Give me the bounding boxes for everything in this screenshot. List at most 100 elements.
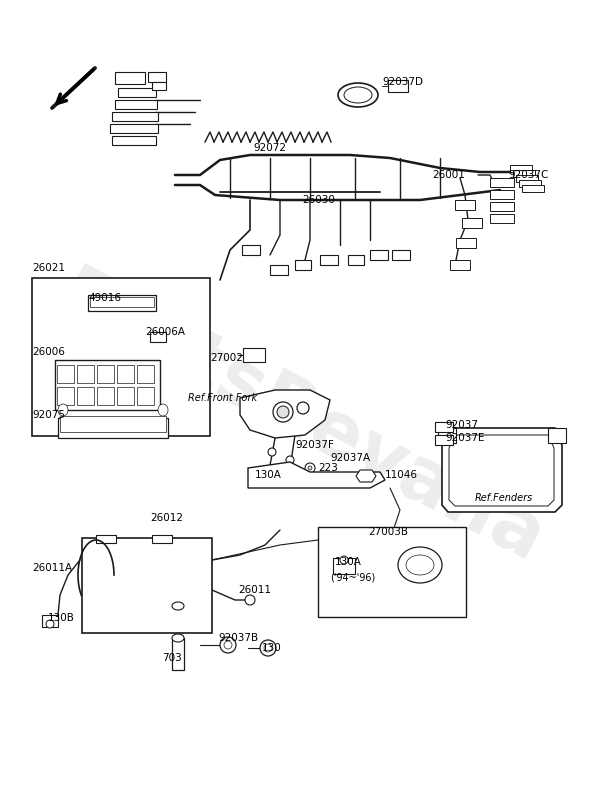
Bar (392, 250, 410, 260)
Text: 130: 130 (262, 643, 282, 653)
Circle shape (46, 620, 54, 628)
Circle shape (286, 456, 294, 464)
Text: 92037F: 92037F (295, 440, 334, 450)
Bar (57, 365, 74, 383)
Bar (77, 365, 94, 383)
Bar (435, 422, 453, 432)
Ellipse shape (338, 83, 378, 107)
Bar (96, 535, 116, 543)
Bar (438, 428, 456, 443)
Bar (435, 435, 453, 445)
Circle shape (277, 406, 289, 418)
Bar (32, 278, 210, 436)
Bar (97, 387, 114, 405)
Bar (112, 136, 156, 145)
Bar (42, 615, 58, 627)
Bar (243, 348, 265, 362)
Circle shape (305, 463, 315, 473)
Polygon shape (248, 462, 385, 488)
Text: 130A: 130A (255, 470, 282, 480)
Polygon shape (449, 435, 554, 506)
Bar (152, 82, 166, 90)
Bar (60, 416, 166, 432)
Ellipse shape (344, 87, 372, 103)
Bar (55, 360, 160, 410)
Bar (77, 387, 94, 405)
Polygon shape (356, 470, 376, 482)
Bar (270, 265, 288, 275)
Bar (117, 365, 134, 383)
Bar (117, 387, 134, 405)
Text: 26006A: 26006A (145, 327, 185, 337)
Ellipse shape (58, 404, 68, 416)
Polygon shape (442, 428, 562, 512)
Text: ('94~'96): ('94~'96) (330, 573, 375, 583)
Bar (110, 124, 158, 133)
Bar (242, 245, 260, 255)
Bar (516, 175, 538, 182)
Bar (137, 365, 154, 383)
Bar (548, 428, 566, 443)
Bar (115, 100, 157, 109)
Circle shape (264, 644, 272, 652)
Circle shape (297, 402, 309, 414)
Bar (82, 538, 212, 633)
Bar (318, 527, 466, 617)
Bar (97, 365, 114, 383)
Bar (348, 255, 364, 265)
Bar (150, 332, 166, 342)
Text: 27002: 27002 (210, 353, 243, 363)
Text: 92072: 92072 (253, 143, 286, 153)
Bar (58, 418, 168, 438)
Bar (522, 185, 544, 192)
Bar (115, 72, 145, 84)
Text: 26011A: 26011A (32, 563, 72, 573)
Circle shape (273, 402, 293, 422)
Text: 11046: 11046 (385, 470, 418, 480)
Text: 49016: 49016 (88, 293, 121, 303)
Circle shape (340, 556, 348, 564)
Bar (490, 178, 514, 187)
Ellipse shape (158, 404, 168, 416)
Text: 26021: 26021 (32, 263, 65, 273)
Text: Ref.Fenders: Ref.Fenders (475, 493, 533, 503)
Bar (462, 218, 482, 228)
Circle shape (220, 637, 236, 653)
Text: 703: 703 (162, 653, 182, 663)
Bar (57, 387, 74, 405)
Bar (490, 214, 514, 223)
Text: 26030: 26030 (302, 195, 335, 205)
Bar (370, 250, 388, 260)
Text: 92037E: 92037E (445, 433, 485, 443)
Text: 26011: 26011 (238, 585, 271, 595)
Circle shape (224, 641, 232, 649)
Circle shape (245, 595, 255, 605)
Bar (137, 387, 154, 405)
Text: Ref.Front Fork: Ref.Front Fork (188, 393, 257, 403)
Ellipse shape (172, 602, 184, 610)
Polygon shape (240, 390, 330, 438)
Text: 130A: 130A (335, 557, 362, 567)
Text: 92037C: 92037C (508, 170, 548, 180)
Bar (112, 112, 158, 121)
Bar (88, 295, 156, 311)
Text: 223: 223 (318, 463, 338, 473)
Bar (456, 238, 476, 248)
Circle shape (308, 466, 312, 470)
Bar (510, 165, 532, 172)
Bar (295, 260, 311, 270)
Text: PartsRevalia: PartsRevalia (44, 261, 556, 579)
Bar (320, 255, 338, 265)
Ellipse shape (398, 547, 442, 583)
Text: 27003B: 27003B (368, 527, 408, 537)
Text: 92037A: 92037A (330, 453, 370, 463)
Bar (333, 558, 355, 574)
Bar (172, 638, 184, 670)
Text: 130B: 130B (48, 613, 75, 623)
Bar (519, 180, 541, 187)
Bar (450, 260, 470, 270)
Text: 92037D: 92037D (382, 77, 423, 87)
Bar (455, 200, 475, 210)
Bar (152, 535, 172, 543)
Bar (90, 297, 154, 307)
